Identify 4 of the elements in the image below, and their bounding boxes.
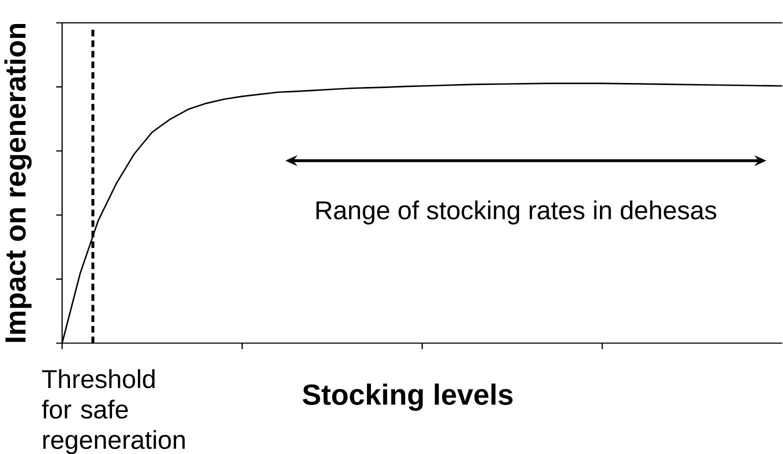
- x-axis-title: Stocking levels: [302, 384, 513, 411]
- y-axis-title: Impact on regeneration: [4, 24, 32, 342]
- text: Threshold for safe regeneration: [42, 369, 185, 454]
- annotation: Range of stocking rates in dehesas: [316, 200, 716, 224]
